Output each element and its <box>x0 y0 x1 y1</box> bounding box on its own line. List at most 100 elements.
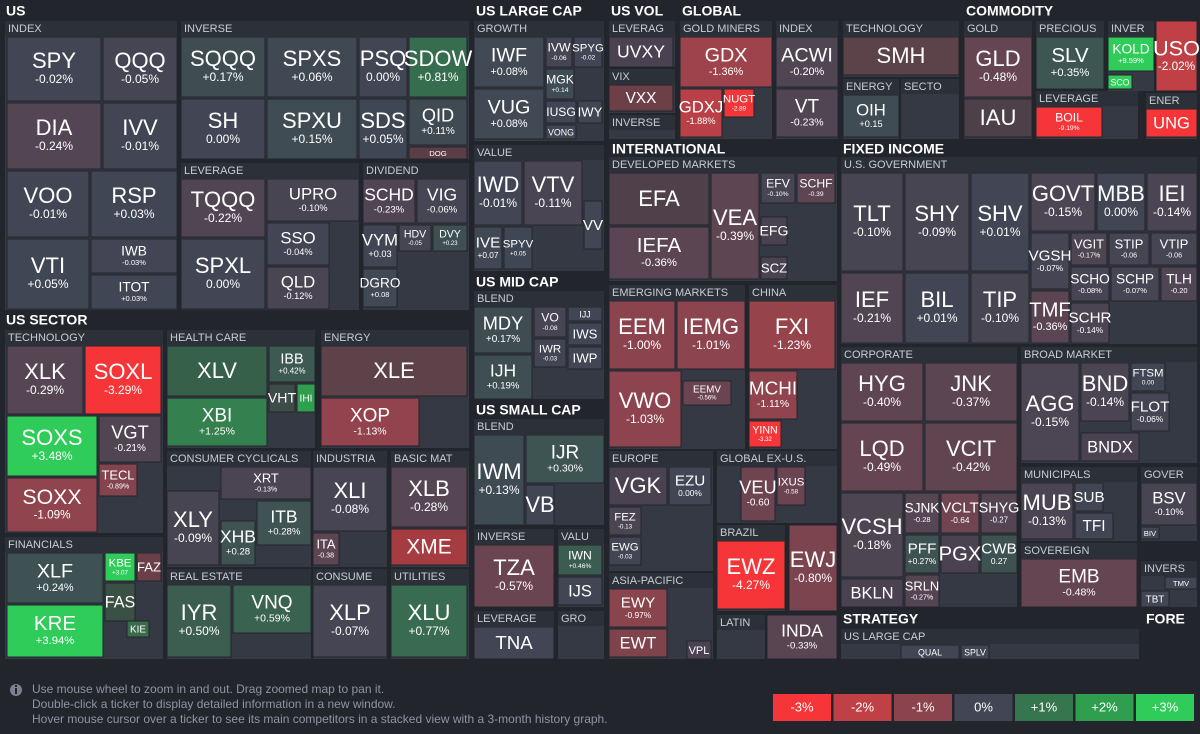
tile[interactable] <box>398 224 432 252</box>
tile[interactable] <box>408 98 468 146</box>
tile[interactable] <box>676 300 746 370</box>
tile[interactable] <box>748 300 836 370</box>
tile[interactable] <box>1140 590 1170 608</box>
tile[interactable] <box>266 178 360 222</box>
tile[interactable] <box>1140 526 1160 540</box>
tile[interactable] <box>748 420 782 448</box>
tile[interactable] <box>1080 432 1140 462</box>
tile[interactable] <box>6 604 104 658</box>
tile[interactable] <box>557 544 603 576</box>
tile[interactable] <box>567 322 603 346</box>
tile[interactable] <box>710 172 760 280</box>
tile[interactable] <box>6 345 84 415</box>
tile[interactable] <box>1140 482 1198 526</box>
tile[interactable] <box>1035 36 1105 90</box>
tile[interactable] <box>180 238 266 310</box>
tile[interactable] <box>840 272 904 344</box>
tile[interactable] <box>180 98 266 160</box>
tile[interactable] <box>1030 172 1096 232</box>
tile[interactable] <box>545 36 573 68</box>
tile[interactable] <box>840 362 924 422</box>
tile[interactable] <box>608 588 668 628</box>
tile[interactable] <box>980 492 1018 534</box>
tile[interactable] <box>842 94 900 138</box>
tile[interactable] <box>296 383 316 413</box>
tile[interactable] <box>577 100 603 124</box>
tile[interactable] <box>545 100 577 124</box>
tile[interactable] <box>668 466 712 506</box>
tile[interactable] <box>775 36 839 88</box>
tile[interactable] <box>686 640 712 660</box>
tile[interactable] <box>1070 232 1108 266</box>
tile[interactable] <box>1110 266 1160 302</box>
tile[interactable] <box>6 36 102 102</box>
tile[interactable] <box>473 354 533 400</box>
tile[interactable] <box>716 540 786 610</box>
tile[interactable] <box>775 88 839 138</box>
tile[interactable] <box>268 345 316 383</box>
tile[interactable] <box>473 434 525 526</box>
tile[interactable] <box>320 397 420 447</box>
tile[interactable] <box>390 528 468 566</box>
tile[interactable] <box>1150 232 1198 266</box>
tile[interactable] <box>6 238 90 310</box>
tile[interactable] <box>840 578 904 608</box>
tile[interactable] <box>390 584 468 658</box>
tile[interactable] <box>268 383 296 413</box>
tile[interactable] <box>1164 576 1198 590</box>
tile[interactable] <box>1070 302 1110 344</box>
tile[interactable] <box>840 492 904 578</box>
tile[interactable] <box>432 224 468 252</box>
tile[interactable] <box>740 466 776 522</box>
tile[interactable] <box>567 306 603 322</box>
tile[interactable] <box>970 172 1030 272</box>
tile[interactable] <box>1074 482 1104 512</box>
tile[interactable] <box>682 380 732 406</box>
tile[interactable] <box>90 274 178 310</box>
tile[interactable] <box>503 226 533 270</box>
tile[interactable] <box>220 466 312 500</box>
tile[interactable] <box>723 88 755 118</box>
tile[interactable] <box>408 36 468 98</box>
tile[interactable] <box>545 68 575 100</box>
tile[interactable] <box>525 484 555 526</box>
tile[interactable] <box>608 300 676 370</box>
tile[interactable] <box>1130 362 1166 392</box>
tile[interactable] <box>1080 362 1130 422</box>
tile[interactable] <box>312 466 388 532</box>
tile[interactable] <box>6 477 98 533</box>
tile[interactable] <box>679 36 773 88</box>
tile[interactable] <box>320 345 468 397</box>
tile[interactable] <box>940 534 980 574</box>
tile[interactable] <box>126 620 150 638</box>
tile[interactable] <box>796 172 836 204</box>
tile[interactable] <box>312 584 388 658</box>
tile[interactable] <box>583 200 603 250</box>
tile[interactable] <box>473 226 503 270</box>
tile[interactable] <box>840 172 904 272</box>
tile[interactable] <box>84 345 162 415</box>
tile[interactable] <box>102 36 178 102</box>
tile[interactable] <box>6 552 104 604</box>
tile[interactable] <box>608 466 668 506</box>
tile[interactable] <box>608 506 642 536</box>
tile[interactable] <box>232 584 312 634</box>
tile[interactable] <box>473 306 533 354</box>
tile[interactable] <box>608 84 674 112</box>
tile[interactable] <box>104 552 136 582</box>
tile[interactable] <box>473 544 555 608</box>
tile[interactable] <box>473 36 545 88</box>
tile[interactable] <box>1070 266 1110 302</box>
tile[interactable] <box>1020 482 1074 540</box>
tile[interactable] <box>6 170 90 238</box>
tile[interactable] <box>358 36 408 98</box>
tile[interactable] <box>608 172 710 226</box>
tile[interactable] <box>1030 232 1070 290</box>
tile[interactable] <box>924 362 1018 422</box>
tile[interactable] <box>1020 558 1138 608</box>
tile[interactable] <box>362 178 416 224</box>
tile[interactable] <box>98 463 138 497</box>
tile[interactable] <box>904 574 940 608</box>
tile[interactable] <box>766 614 838 660</box>
tile[interactable] <box>98 415 162 463</box>
